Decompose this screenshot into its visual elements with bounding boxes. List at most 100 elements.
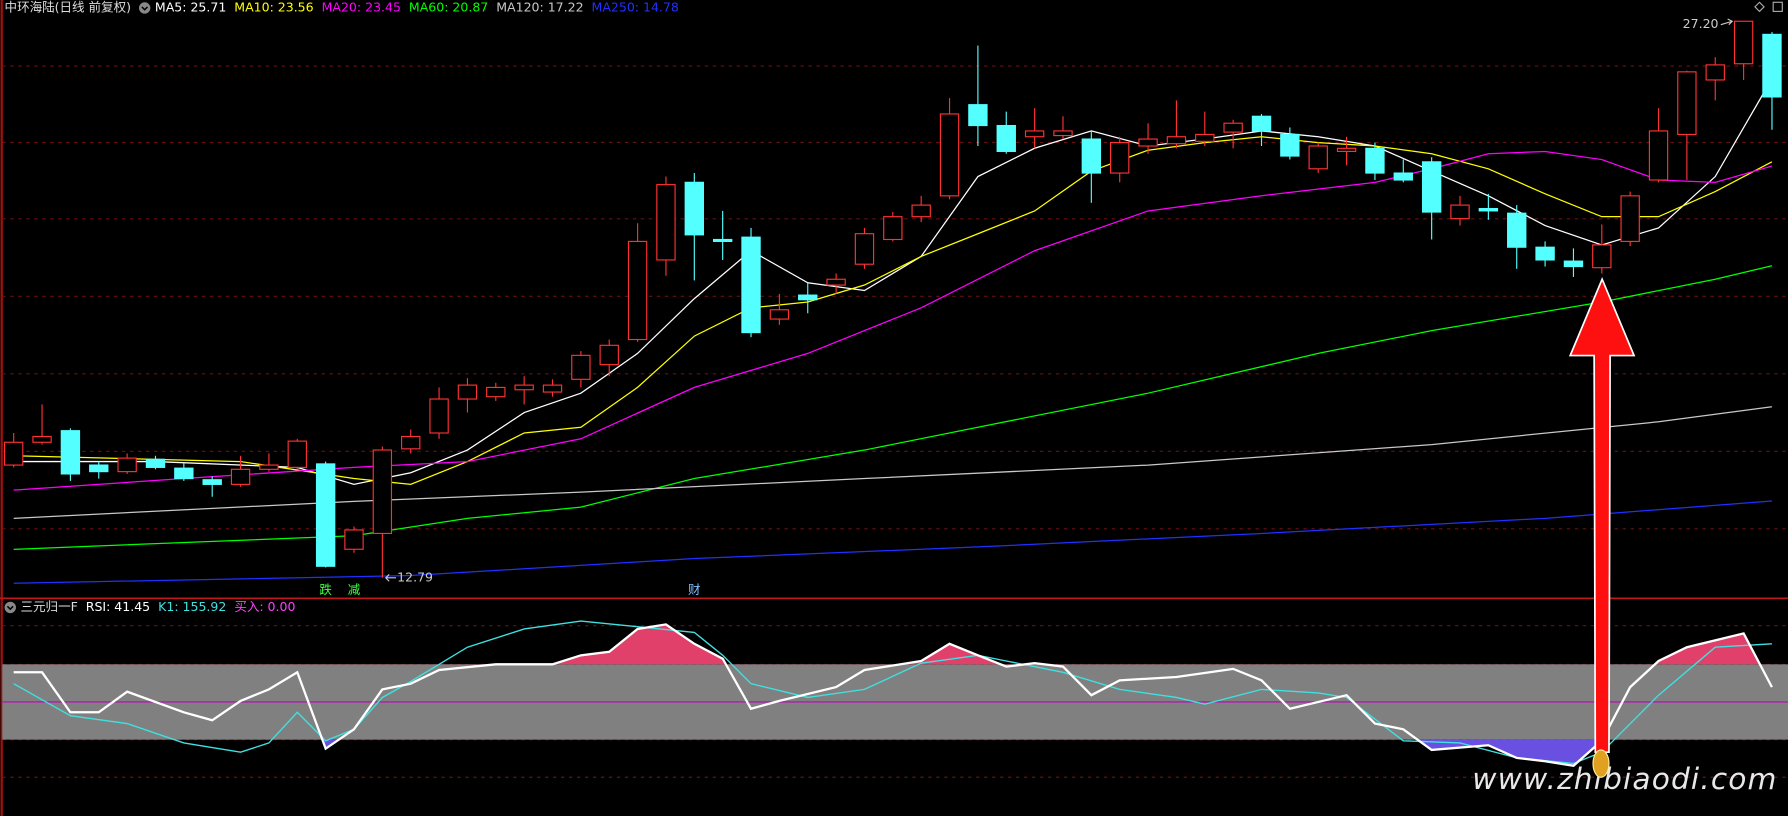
candle-body <box>1110 141 1130 174</box>
indicator-panel: www.zhibiaodi.com <box>2 620 1788 796</box>
candle-body <box>287 440 307 468</box>
candle-body <box>1195 133 1215 142</box>
candle-body <box>1138 138 1158 147</box>
icon-diamond <box>1754 1 1765 13</box>
candle-body <box>1507 212 1527 248</box>
buy-marker <box>1592 749 1610 778</box>
high-label: 27.20 <box>1683 16 1719 31</box>
candle-body <box>1705 64 1725 81</box>
candle-body <box>230 468 251 485</box>
candle-body <box>1592 244 1612 269</box>
menu-icon <box>138 2 151 14</box>
buy-arrow <box>1568 277 1636 754</box>
candle-body <box>798 294 818 301</box>
candle-body <box>968 104 988 127</box>
candle-body <box>1620 195 1640 242</box>
candle-body <box>145 458 166 468</box>
candle-body <box>542 384 563 393</box>
candle-body <box>372 449 393 535</box>
candle-body <box>996 124 1016 152</box>
candle-body <box>1450 204 1470 220</box>
signal-marker: 减 <box>348 582 361 597</box>
candle-body <box>1393 172 1413 181</box>
legend-entry: MA5: 25.71 <box>155 0 226 14</box>
candle-body <box>599 344 619 366</box>
candle-body <box>315 463 336 567</box>
candle-body <box>1535 246 1555 261</box>
candle-body <box>684 181 705 236</box>
chart-title: 中环海陆(日线 前复权) <box>5 0 131 14</box>
signal-marker: 财 <box>688 582 701 597</box>
legend-entry: MA250: 14.78 <box>592 0 679 14</box>
indicator-line <box>13 623 1773 767</box>
candle-body <box>3 441 24 466</box>
candle-body <box>429 398 449 434</box>
decoration <box>1568 1 1783 778</box>
menu-icon <box>4 601 16 614</box>
candle-body <box>1280 133 1300 157</box>
candle-body <box>514 384 534 391</box>
candle-body <box>60 430 81 475</box>
candle-body <box>939 113 960 197</box>
candle-body <box>486 386 506 398</box>
ma-line <box>13 136 1773 485</box>
ma-line <box>13 500 1772 584</box>
high-arrow <box>1720 18 1734 26</box>
candle-body <box>571 354 591 380</box>
candle-body <box>1762 33 1782 98</box>
legend-entry: K1: 155.92 <box>158 599 226 614</box>
candle-body <box>202 479 222 485</box>
candle-body <box>712 238 733 242</box>
legend-entry: MA20: 23.45 <box>322 0 401 14</box>
candle-body <box>741 236 761 334</box>
candle-body <box>1308 145 1328 170</box>
icon-square <box>1772 1 1783 12</box>
low-arrow <box>384 574 397 582</box>
candle-body <box>1251 115 1272 132</box>
candle-body <box>1336 147 1357 152</box>
header: 中环海陆(日线 前复权) MA5: 25.71 MA10: 23.56 MA20: 2… <box>4 0 679 614</box>
candle-body <box>1733 20 1754 65</box>
candle-body <box>883 216 903 241</box>
menu-chevron <box>6 605 14 611</box>
low-label: 12.79 <box>397 569 433 584</box>
candle-body <box>1677 71 1697 135</box>
candle-body <box>1365 147 1385 174</box>
candle-body <box>627 240 648 341</box>
candle-body <box>911 204 931 218</box>
candle-body <box>1053 130 1073 137</box>
candle-body <box>344 529 364 550</box>
candle-body <box>1223 122 1243 133</box>
watermark: www.zhibiaodi.com <box>1472 761 1777 796</box>
candle-body <box>457 384 478 400</box>
legend-entry: MA60: 20.87 <box>409 0 488 14</box>
candle-body <box>769 309 790 320</box>
candle-body <box>117 457 137 473</box>
candle-body <box>401 435 421 450</box>
menu-chevron <box>141 6 149 11</box>
candle-body <box>259 464 279 470</box>
candle-body <box>854 233 875 265</box>
ma-line <box>13 78 1773 486</box>
candle-body <box>1563 260 1584 268</box>
candle-body <box>1024 130 1045 138</box>
indicator-title: 三元归一F <box>21 599 78 614</box>
indicator-line <box>13 620 1772 765</box>
candle-body <box>1166 136 1187 145</box>
candle-body <box>89 464 109 473</box>
candle-body <box>32 435 52 443</box>
candle-body <box>174 467 194 480</box>
ma-line <box>13 150 1773 491</box>
signal-label: 买入: 0.00 <box>234 599 295 614</box>
legend-entry: MA10: 23.56 <box>234 0 313 14</box>
candle-body <box>826 278 846 286</box>
signal-marker: 跌 <box>319 582 332 597</box>
candle-body <box>1478 208 1499 212</box>
candle-body <box>1421 161 1442 213</box>
candle-body <box>656 184 676 261</box>
legend-entry: RSI: 41.45 <box>86 599 150 614</box>
candle-body <box>1081 138 1102 174</box>
candle-body <box>1648 130 1669 181</box>
